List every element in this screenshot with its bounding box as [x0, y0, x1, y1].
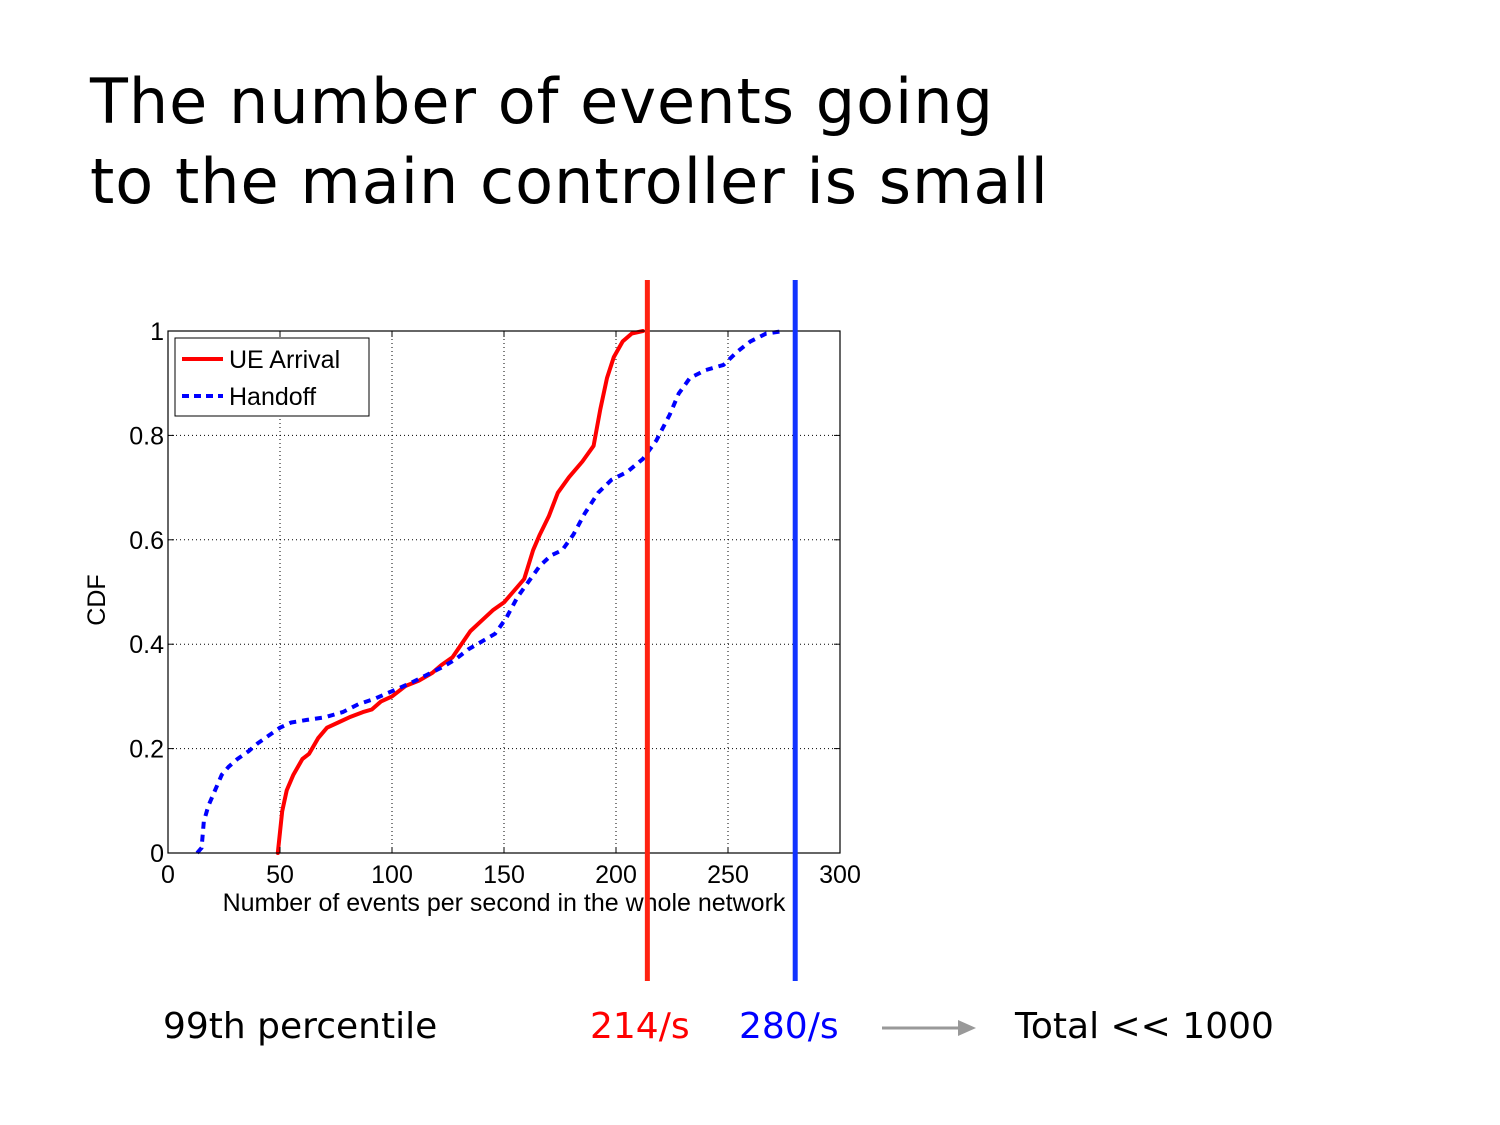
- right-arrow-head: [958, 1020, 976, 1036]
- x-tick-label: 0: [161, 861, 175, 889]
- series-layer: [195, 329, 785, 855]
- x-tick-label: 250: [707, 861, 749, 889]
- x-tick-label: 300: [819, 861, 861, 889]
- handoff-series-line: [195, 329, 785, 855]
- slide-title-line-1: The number of events going: [90, 65, 994, 138]
- y-tick-label: 0.2: [129, 736, 164, 764]
- x-axis-label: Number of events per second in the whole…: [223, 889, 786, 917]
- y-tick-label: 1: [150, 318, 164, 346]
- x-tick-label: 100: [371, 861, 413, 889]
- ue-arrival-series-line: [275, 329, 645, 855]
- axis-tick-labels: 0 50 100 150 200 250 300 0 0.2 0.4 0.6 0.8 1: [129, 318, 861, 889]
- legend-box: [174, 337, 370, 417]
- footer-arrow: [882, 1020, 976, 1036]
- x-tick-label: 50: [266, 861, 294, 889]
- legend-handoff-label: Handoff: [229, 383, 316, 411]
- y-axis-label: CDF: [83, 574, 111, 625]
- x-tick-label: 150: [483, 861, 525, 889]
- axis-ticks: [167, 330, 841, 854]
- percentile-label: 99th percentile: [163, 1006, 438, 1047]
- slide-title-line-2: to the main controller is small: [90, 145, 1049, 218]
- grid-lines: [168, 331, 840, 853]
- legend: UE Arrival Handoff: [174, 337, 370, 417]
- y-tick-label: 0: [150, 840, 164, 868]
- slide-title: The number of events going to the main c…: [90, 62, 1049, 222]
- x-tick-label: 200: [595, 861, 637, 889]
- total-events-text: Total << 1000: [1015, 1006, 1274, 1047]
- y-tick-label: 0.6: [129, 527, 164, 555]
- legend-ue-arrival-label: UE Arrival: [229, 346, 340, 374]
- ue-arrival-percentile-value: 214/s: [590, 1006, 690, 1047]
- y-tick-label: 0.4: [129, 631, 164, 659]
- handoff-percentile-value: 280/s: [739, 1006, 839, 1047]
- percentile-markers: [644, 280, 798, 981]
- y-tick-label: 0.8: [129, 422, 164, 450]
